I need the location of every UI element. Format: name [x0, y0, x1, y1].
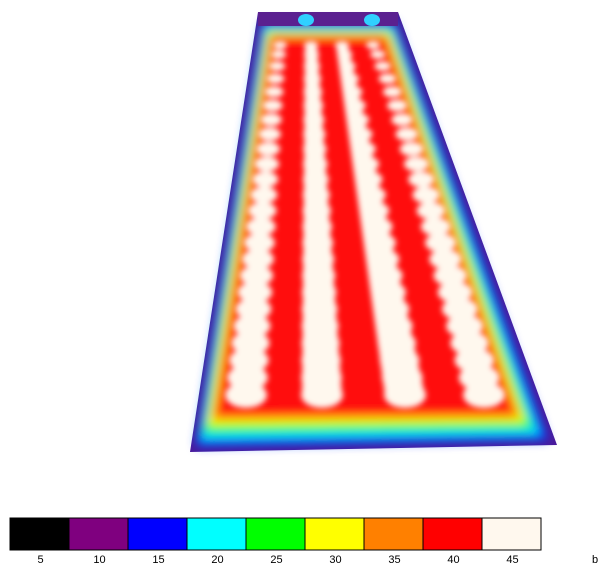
legend-label: 25 — [270, 554, 282, 565]
hot-spot — [273, 41, 287, 49]
legend-swatch — [187, 518, 246, 550]
legend-label: 30 — [329, 554, 341, 565]
hot-spot — [303, 100, 323, 112]
hot-spot — [346, 100, 366, 112]
page: 5 10 15 20 25 30 35 40 45 b — [0, 0, 598, 565]
hot-spot — [252, 171, 278, 187]
hot-spot — [412, 187, 439, 204]
hot-spot — [400, 142, 424, 156]
legend-swatch — [305, 518, 364, 550]
legend-swatch — [364, 518, 423, 550]
legend-label: 20 — [211, 554, 223, 565]
port — [364, 14, 380, 26]
hot-spot — [303, 156, 328, 171]
hot-spot — [339, 61, 355, 71]
legend-swatch — [482, 518, 541, 550]
hot-spot — [303, 187, 330, 204]
hot-spot — [260, 113, 281, 126]
hot-spot — [417, 202, 446, 219]
hot-spot — [387, 100, 407, 112]
hot-spot — [303, 171, 329, 187]
hot-spot — [335, 41, 349, 49]
hot-spot — [302, 218, 332, 236]
hot-spot — [404, 156, 429, 171]
hot-spot — [358, 187, 385, 204]
hot-spot — [303, 127, 326, 140]
hot-spot — [463, 382, 505, 408]
hot-spot — [254, 156, 279, 171]
hot-spot — [383, 86, 402, 97]
hot-spot — [303, 142, 327, 156]
legend-swatch — [128, 518, 187, 550]
hot-spot — [356, 171, 382, 187]
hot-spot — [421, 218, 451, 236]
hot-spot — [408, 171, 434, 187]
legend-label: 15 — [152, 554, 164, 565]
hot-spot — [366, 41, 380, 49]
legend-label: 40 — [447, 554, 459, 565]
legend-swatch — [246, 518, 305, 550]
hot-spot — [425, 233, 456, 252]
hot-spot — [301, 382, 343, 408]
hot-spot — [248, 202, 277, 219]
hot-spot — [250, 187, 277, 204]
legend: 5 10 15 20 25 30 35 40 45 b — [10, 518, 598, 565]
legend-label: 45 — [506, 554, 518, 565]
hot-spot — [304, 50, 319, 59]
hot-spot — [370, 50, 385, 59]
hot-spot — [304, 61, 320, 71]
hot-spot — [302, 202, 331, 219]
hot-spot — [304, 41, 318, 49]
hot-spot — [267, 73, 285, 83]
hot-spot — [391, 113, 412, 126]
heat-render — [190, 12, 557, 452]
hot-spot — [348, 113, 369, 126]
hot-spot — [337, 50, 352, 59]
hot-spot — [246, 218, 276, 236]
port — [298, 14, 314, 26]
hot-spot — [374, 61, 390, 71]
hot-spot — [341, 73, 359, 83]
hot-spot — [352, 142, 376, 156]
hot-spot — [396, 127, 419, 140]
hot-spot — [384, 382, 426, 408]
hot-spot — [256, 142, 280, 156]
hot-spot — [361, 202, 390, 219]
hot-spot — [303, 86, 322, 97]
hot-spot — [263, 100, 283, 112]
legend-swatch — [10, 518, 69, 550]
hot-spot — [225, 382, 267, 408]
legend-label: 35 — [388, 554, 400, 565]
hot-spot — [304, 73, 322, 83]
hot-spot — [350, 127, 373, 140]
legend-swatch — [423, 518, 482, 550]
legend-label: 10 — [93, 554, 105, 565]
hot-spot — [379, 73, 397, 83]
hot-spot — [303, 113, 324, 126]
legend-label: 5 — [37, 554, 43, 565]
hot-spot — [258, 127, 281, 140]
hot-spot — [354, 156, 379, 171]
legend-unit: b — [592, 554, 598, 565]
hot-spot — [363, 218, 393, 236]
hot-spot — [269, 61, 285, 71]
hot-spot — [265, 86, 284, 97]
hot-spot — [271, 50, 286, 59]
hot-spot — [344, 86, 363, 97]
legend-swatch — [69, 518, 128, 550]
